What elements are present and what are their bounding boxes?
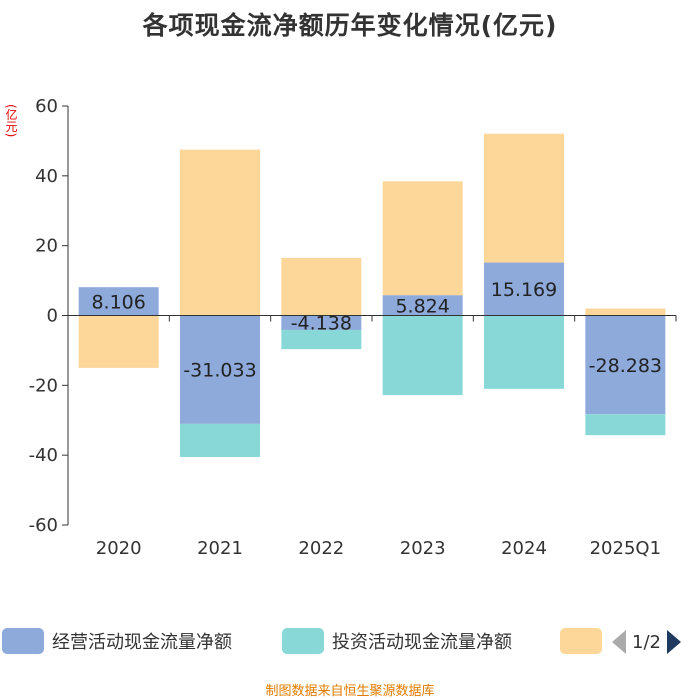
x-tick-label: 2025Q1 [590, 538, 661, 559]
legend-swatch-investing [282, 628, 324, 654]
y-axis-unit: (亿元) [4, 104, 18, 138]
legend: 经营活动现金流量净额 投资活动现金流量净额 [0, 626, 700, 656]
data-label-operating: 8.106 [91, 291, 145, 313]
legend-label-investing: 投资活动现金流量净额 [332, 632, 512, 653]
bar-operating-2025Q1 [585, 315, 666, 415]
data-label-operating: 5.824 [395, 295, 449, 317]
x-tick-label: 2024 [501, 538, 547, 559]
data-label-operating: -28.283 [589, 355, 662, 377]
y-tick-label: 20 [35, 236, 58, 257]
y-tick-label: -20 [29, 375, 58, 396]
x-tick-label: 2021 [197, 538, 243, 559]
y-tick-label: -60 [29, 515, 58, 536]
data-label-operating: -4.138 [291, 313, 352, 335]
legend-pager: 1/2 [612, 628, 681, 656]
bar-financing-2025Q1 [585, 308, 666, 316]
legend-swatch-financing [560, 628, 602, 654]
y-tick-label: -40 [29, 445, 58, 466]
bar-investing-2021 [180, 423, 260, 458]
bar-operating-2023 [382, 295, 463, 316]
bar-investing-2023 [382, 315, 463, 396]
data-label-operating: -31.033 [183, 360, 256, 382]
legend-swatch-operating [2, 628, 44, 654]
bar-financing-2022 [281, 257, 362, 316]
prev-page-icon[interactable] [612, 630, 626, 654]
bar-financing-2023 [382, 181, 463, 296]
y-tick-label: 0 [47, 306, 58, 327]
chart-title: 各项现金流净额历年变化情况(亿元) [142, 11, 558, 40]
legend-page-indicator: 1/2 [632, 631, 661, 653]
legend-item-financing[interactable] [560, 626, 610, 656]
legend-label-operating: 经营活动现金流量净额 [52, 632, 232, 653]
bar-operating-2024 [484, 262, 564, 316]
data-label-operating: 15.169 [491, 279, 557, 301]
bar-financing-2020 [78, 315, 159, 368]
bar-investing-2024 [484, 315, 564, 389]
bar-operating-2022 [281, 315, 362, 330]
y-tick-label: 40 [35, 166, 58, 187]
legend-item-operating[interactable]: 经营活动现金流量净额 [2, 626, 232, 656]
y-tick-label: 60 [35, 96, 58, 117]
bar-operating-2020 [78, 287, 159, 316]
source-note: 制图数据来自恒生聚源数据库 [265, 684, 435, 699]
x-tick-label: 2023 [400, 538, 446, 559]
x-tick-label: 2022 [298, 538, 344, 559]
x-tick-label: 2020 [96, 538, 142, 559]
bar-investing-2025Q1 [585, 414, 666, 436]
bar-financing-2024 [484, 133, 564, 263]
chart-area: -60 -40 -20 0 20 40 60 2020 2021 2022 2023 2024 2025… [29, 96, 677, 559]
next-page-icon[interactable] [666, 630, 681, 654]
bar-financing-2021 [180, 149, 260, 316]
bar-operating-2021 [180, 315, 260, 424]
bar-investing-2022 [281, 329, 362, 350]
legend-item-investing[interactable]: 投资活动现金流量净额 [282, 626, 512, 656]
